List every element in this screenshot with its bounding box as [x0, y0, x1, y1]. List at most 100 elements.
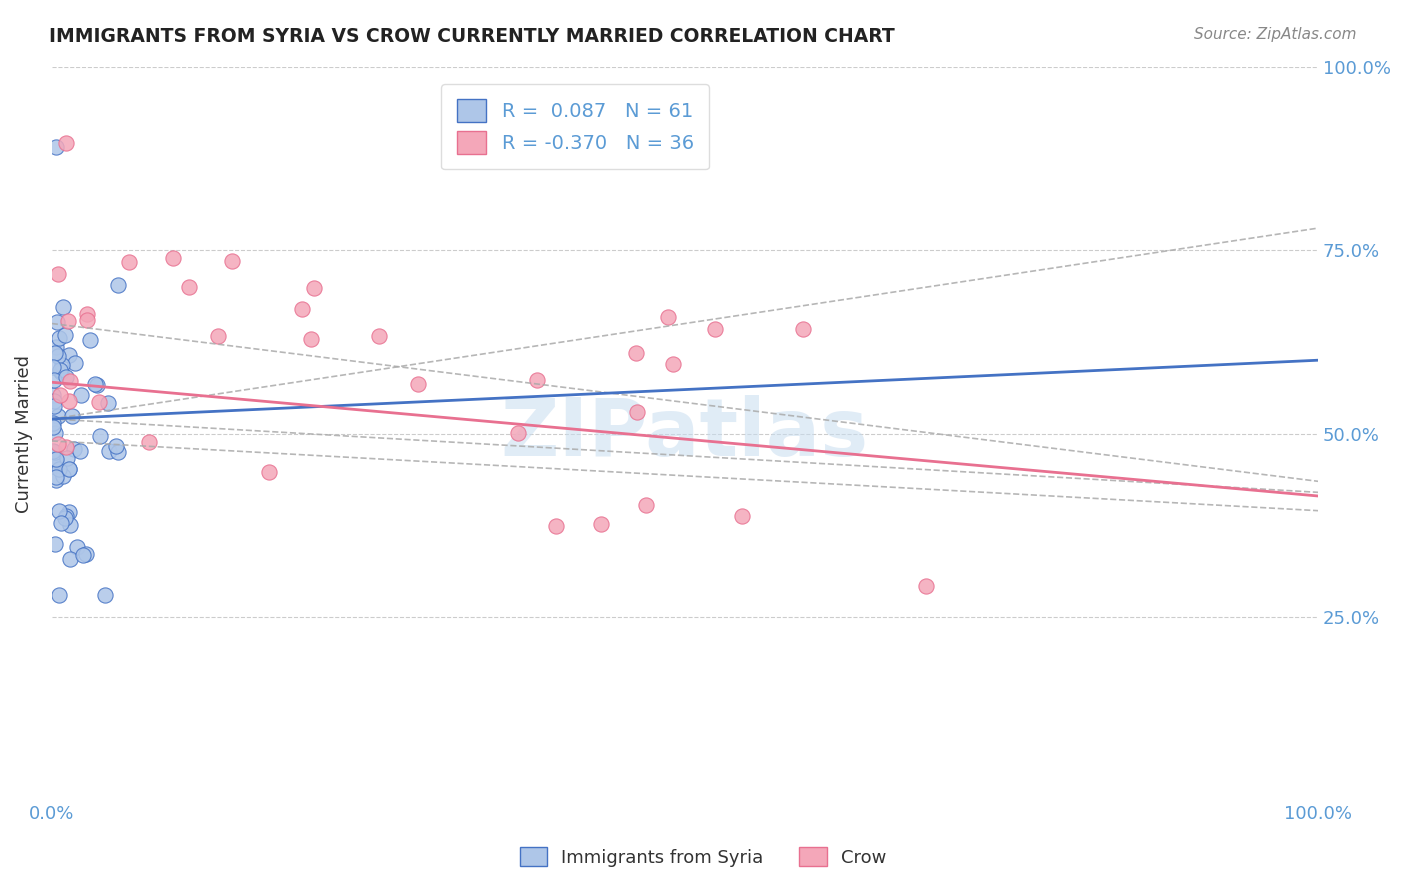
- Point: [94, 588, 117, 602]
- Point: [526, 373, 548, 387]
- Point: [107, 277, 129, 292]
- Point: [42, 444, 65, 458]
- Point: [55, 136, 77, 150]
- Point: [42, 359, 65, 374]
- Point: [70, 388, 93, 402]
- Point: [55, 508, 77, 523]
- Point: [299, 331, 322, 345]
- Point: [58, 348, 80, 362]
- Point: [42, 417, 65, 431]
- Point: [45, 453, 67, 467]
- Point: [48, 588, 70, 602]
- Point: [45, 469, 67, 483]
- Point: [45, 340, 67, 354]
- Point: [89, 394, 111, 409]
- Point: [83, 377, 105, 392]
- Point: [406, 377, 429, 392]
- Point: [69, 444, 91, 458]
- Point: [662, 357, 685, 371]
- Point: [118, 254, 141, 268]
- Point: [42, 388, 65, 402]
- Point: [368, 328, 391, 343]
- Point: [46, 409, 69, 423]
- Text: ZIPatlas: ZIPatlas: [501, 394, 869, 473]
- Point: [506, 426, 529, 441]
- Point: [59, 374, 82, 388]
- Point: [44, 537, 66, 551]
- Point: [58, 462, 80, 476]
- Point: [104, 439, 127, 453]
- Text: Source: ZipAtlas.com: Source: ZipAtlas.com: [1194, 27, 1357, 42]
- Point: [75, 547, 97, 561]
- Point: [66, 540, 89, 554]
- Point: [58, 394, 80, 409]
- Point: [257, 466, 280, 480]
- Point: [42, 420, 65, 434]
- Point: [55, 440, 77, 454]
- Point: [290, 302, 312, 317]
- Point: [657, 310, 679, 324]
- Point: [44, 444, 66, 458]
- Point: [49, 365, 72, 379]
- Point: [49, 363, 72, 377]
- Point: [76, 307, 98, 321]
- Point: [107, 444, 129, 458]
- Point: [58, 462, 80, 476]
- Point: [97, 395, 120, 409]
- Point: [53, 328, 76, 343]
- Point: [86, 377, 108, 392]
- Point: [89, 429, 111, 443]
- Point: [44, 425, 66, 440]
- Point: [52, 300, 75, 314]
- Point: [636, 498, 658, 512]
- Point: [48, 387, 70, 401]
- Point: [79, 333, 101, 347]
- Point: [76, 313, 98, 327]
- Point: [138, 434, 160, 449]
- Point: [626, 405, 648, 419]
- Point: [44, 345, 66, 359]
- Point: [72, 548, 94, 562]
- Point: [48, 504, 70, 518]
- Point: [624, 346, 647, 360]
- Point: [58, 551, 80, 566]
- Point: [62, 442, 84, 457]
- Point: [42, 399, 65, 413]
- Point: [304, 281, 326, 295]
- Legend: Immigrants from Syria, Crow: Immigrants from Syria, Crow: [512, 840, 894, 874]
- Point: [55, 451, 77, 466]
- Point: [46, 315, 69, 329]
- Point: [63, 356, 86, 370]
- Point: [207, 328, 229, 343]
- Point: [48, 462, 70, 476]
- Point: [55, 370, 77, 384]
- Point: [52, 469, 75, 483]
- Point: [179, 280, 201, 294]
- Point: [42, 458, 65, 472]
- Point: [162, 251, 184, 265]
- Point: [221, 253, 243, 268]
- Y-axis label: Currently Married: Currently Married: [15, 355, 32, 513]
- Point: [60, 409, 83, 423]
- Point: [97, 444, 120, 458]
- Point: [703, 322, 725, 336]
- Point: [44, 394, 66, 409]
- Point: [46, 437, 69, 451]
- Point: [46, 350, 69, 364]
- Point: [42, 373, 65, 387]
- Point: [45, 451, 67, 466]
- Point: [792, 322, 814, 336]
- Point: [59, 517, 82, 532]
- Point: [45, 140, 67, 154]
- Point: [915, 579, 938, 593]
- Point: [58, 504, 80, 518]
- Legend: R =  0.087   N = 61, R = -0.370   N = 36: R = 0.087 N = 61, R = -0.370 N = 36: [441, 84, 710, 169]
- Point: [49, 516, 72, 530]
- Point: [731, 508, 754, 523]
- Point: [55, 510, 77, 524]
- Point: [58, 313, 80, 327]
- Point: [591, 516, 613, 531]
- Point: [546, 519, 568, 533]
- Point: [51, 359, 73, 373]
- Point: [46, 267, 69, 281]
